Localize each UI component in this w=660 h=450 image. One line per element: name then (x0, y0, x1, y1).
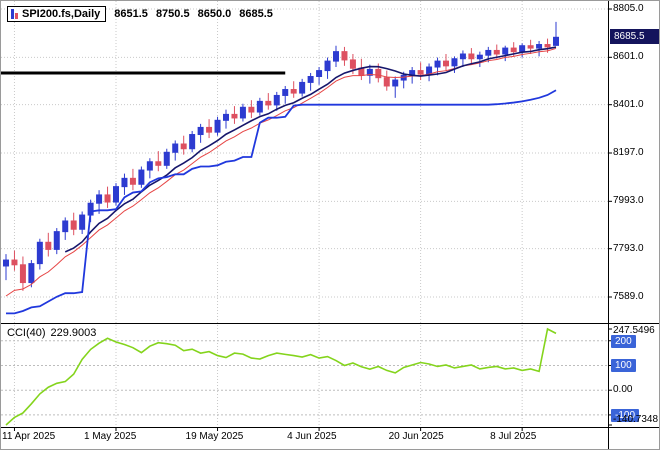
cci-axis-label: -140.7348 (613, 414, 659, 425)
cci-axis-badge: 100 (611, 359, 636, 373)
cci-axis-badge: -100 (611, 408, 640, 422)
date-axis-label: 20 Jun 2025 (388, 431, 444, 442)
price-axis-label: 8401.0 (613, 98, 644, 110)
indicator-value: 229.9003 (50, 327, 97, 339)
price-axis-label: 7793.0 (613, 242, 644, 254)
date-axis-label: 8 Jul 2025 (490, 431, 537, 442)
price-axis-label: 8197.0 (613, 147, 644, 158)
current-price-badge: 8685.5 (610, 29, 659, 45)
chart-logo-icon (11, 9, 18, 19)
high-value: 8750.5 (155, 8, 190, 20)
indicator-name: CCI(40) (7, 327, 46, 339)
cci-axis-label: 247.5496 (613, 325, 655, 336)
open-value: 8651.5 (114, 8, 148, 20)
date-axis-label: 4 Jun 2025 (287, 431, 337, 442)
cci-axis-label: 0.00 (613, 384, 633, 396)
symbol-box: SPI200.fs,Daily (7, 6, 107, 22)
ohlc-values: 8651.5 8750.5 8650.0 8685.5 (114, 8, 273, 20)
price-axis[interactable]: 8685.5 8805.0 8601.0 8401.0 8197.0 7993.0 779… (609, 1, 659, 449)
symbol-label: SPI200.fs,Daily (22, 8, 101, 20)
cci-axis-badge: 200 (611, 334, 636, 348)
indicator-label: CCI(40) 229.9003 (7, 327, 96, 339)
price-axis-label: 8805.0 (613, 3, 644, 14)
chart-info-line: SPI200.fs,Daily 8651.5 8750.5 8650.0 868… (7, 6, 273, 22)
close-value: 8685.5 (239, 8, 273, 20)
price-axis-label: 7589.0 (613, 291, 644, 302)
price-axis-label: 8601.0 (613, 51, 644, 63)
date-axis-label: 1 May 2025 (84, 431, 137, 442)
time-axis[interactable]: 11 Apr 2025 1 May 2025 19 May 2025 4 Jun 20… (1, 428, 607, 449)
low-value: 8650.0 (197, 8, 232, 20)
date-axis-label: 19 May 2025 (185, 431, 244, 442)
date-axis-label: 11 Apr 2025 (2, 431, 56, 442)
price-axis-label: 7993.0 (613, 195, 644, 207)
